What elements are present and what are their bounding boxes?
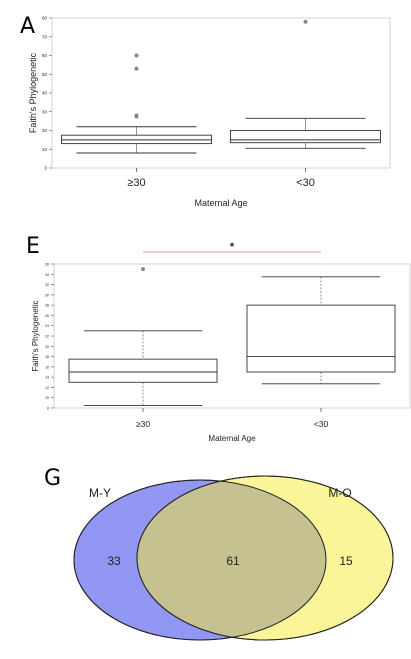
x-tick-label: <30 (296, 177, 315, 189)
y-axis-label: Faith's Phylogenetic (31, 300, 40, 371)
plot-frame (51, 17, 391, 169)
box-plot-a: 0 10 20 30 40 50 60 70 80 ≥30 <30 Faith's Phylogene… (28, 16, 391, 208)
y-tick-label: 30 (42, 109, 48, 114)
venn-count-intersection: 61 (226, 554, 240, 568)
y-tick-label: 20 (45, 345, 49, 349)
outlier-point (134, 66, 139, 71)
panel-label-e: E (26, 234, 40, 259)
box-a-0 (61, 134, 212, 145)
venn-label-m-y: M-Y (89, 486, 111, 500)
y-tick-label: 28 (45, 304, 49, 308)
y-tick-label: 22 (45, 335, 49, 339)
significance-marker: * (230, 241, 235, 253)
y-tick-label: 70 (42, 34, 48, 39)
panel-g: G M-Y M-O 33 61 15 (0, 450, 411, 654)
y-axis-label: Faith's Phylogenetic (28, 52, 38, 133)
venn-outline-m-y (73, 479, 327, 641)
y-tick-label: 8 (47, 407, 49, 411)
box-plot-e: 8 10 12 14 16 18 20 22 24 26 28 30 32 34 36 ≥30 <30 * Fait… (31, 241, 411, 443)
x-tick-label: ≥30 (127, 177, 145, 189)
outlier-point (303, 19, 308, 24)
y-tick-label: 14 (45, 376, 49, 380)
y-tick-label: 10 (42, 147, 48, 152)
y-tick-label: 18 (45, 355, 49, 359)
x-axis-label: Maternal Age (194, 198, 247, 208)
venn-count-m-y-only: 33 (107, 554, 121, 568)
panel-label-a: A (20, 14, 36, 39)
y-tick-label: 10 (45, 396, 49, 400)
y-tick-label: 20 (42, 128, 48, 133)
outlier-point (141, 267, 145, 272)
venn-intersection (137, 480, 326, 640)
y-tick-label: 26 (45, 314, 49, 318)
panel-label-g: G (44, 466, 62, 491)
y-tick-label: 30 (45, 293, 49, 297)
y-tick-label: 36 (45, 263, 49, 267)
y-tick-label: 32 (45, 283, 49, 287)
y-tick-label: 80 (42, 16, 48, 21)
venn-count-m-o-only: 15 (339, 554, 353, 568)
venn-diagram: M-Y M-O 33 61 15 (73, 475, 394, 641)
y-tick-label: 24 (45, 324, 49, 328)
box-e-1 (246, 304, 396, 373)
y-tick-label: 60 (42, 53, 48, 58)
x-tick-label: <30 (314, 419, 329, 429)
outlier-point (134, 113, 139, 118)
outlier-point (134, 53, 139, 58)
y-tick-label: 40 (42, 91, 48, 96)
panel-e: E 8 10 12 14 16 18 20 22 24 26 28 30 32 34 36 ≥30 <30 * Fa… (0, 220, 411, 450)
y-tick-label: 0 (44, 166, 47, 171)
box-e-0 (68, 358, 218, 383)
panel-a: A 0 10 20 30 40 50 60 70 80 ≥30 <30 Faith's Phyloge… (0, 0, 411, 220)
x-tick-label: ≥30 (136, 419, 150, 429)
box-a-1 (230, 130, 381, 144)
y-tick-label: 12 (45, 386, 49, 390)
y-tick-label: 34 (45, 273, 49, 277)
y-tick-label: 50 (42, 72, 48, 77)
venn-label-m-o: M-O (328, 486, 351, 500)
x-axis-label: Maternal Age (208, 434, 256, 443)
venn-outline-m-o (136, 475, 394, 641)
y-tick-label: 16 (45, 365, 49, 369)
